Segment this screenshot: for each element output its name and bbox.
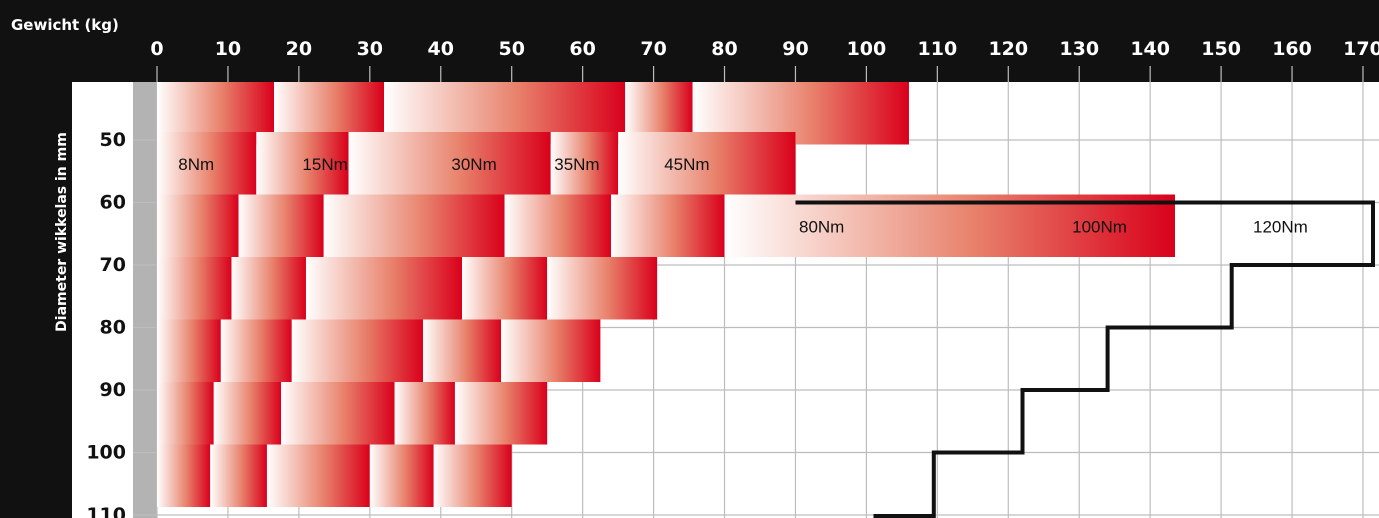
band-30nm-row-85 <box>291 319 424 382</box>
gray-gutter <box>133 82 157 518</box>
band-15nm-row-95 <box>213 382 282 445</box>
torque-bands <box>157 82 1175 507</box>
y-tick-label: 110 <box>86 504 126 518</box>
y-axis-ticks: 50 60 70 80 90 100 110 <box>86 129 126 518</box>
band-15nm-row-85 <box>220 319 292 382</box>
torque-label-120nm: 120Nm <box>1253 218 1308 237</box>
band-15nm-row-65 <box>238 194 324 257</box>
band-30nm-row-55 <box>348 132 551 195</box>
x-tick-label: 100 <box>847 38 887 60</box>
x-tick-label: 110 <box>918 38 958 60</box>
x-tick-label: 0 <box>150 38 163 60</box>
band-35nm-row-55 <box>550 132 619 195</box>
y-tick-label: 90 <box>100 379 126 401</box>
torque-labels: 8Nm 15Nm 30Nm 35Nm 45Nm 80Nm 100Nm 120Nm <box>178 155 1308 237</box>
x-tick-label: 160 <box>1272 38 1312 60</box>
x-tick-label: 70 <box>640 38 666 60</box>
y-tick-label: 100 <box>86 442 126 464</box>
x-tick-label: 130 <box>1059 38 1099 60</box>
band-45nm-row-55 <box>618 132 796 195</box>
x-tick-label: 10 <box>215 38 241 60</box>
band-45nm-row-65 <box>611 194 725 257</box>
y-tick-label: 70 <box>100 254 126 276</box>
band-8nm-row-95 <box>157 382 214 445</box>
torque-label-100nm: 100Nm <box>1072 218 1127 237</box>
torque-label-35nm: 35Nm <box>554 155 599 174</box>
x-tick-label: 60 <box>569 38 595 60</box>
outline-80-120nm <box>795 200 1375 518</box>
y-tick-label: 50 <box>100 129 126 151</box>
x-tick-label: 150 <box>1201 38 1241 60</box>
band-30nm-row-105 <box>266 444 370 507</box>
x-tick-label: 40 <box>428 38 454 60</box>
x-tick-label: 50 <box>498 38 524 60</box>
band-45nm-row-75 <box>547 257 658 320</box>
band-35nm-row-65 <box>504 194 612 257</box>
x-tick-label: 80 <box>711 38 737 60</box>
x-tick-label: 20 <box>286 38 312 60</box>
band-35nm-row-95 <box>394 382 455 445</box>
band-30nm-row-75 <box>305 257 463 320</box>
x-tick-label: 90 <box>782 38 808 60</box>
x-axis-ticks: 0 10 20 30 40 50 60 70 80 90 100 110 120 130 140 150 160… <box>150 38 1379 60</box>
band-15nm-row-55 <box>256 132 349 195</box>
y-tick-label: 80 <box>100 317 126 339</box>
band-45nm-row-95 <box>454 382 548 445</box>
band-35nm-row-75 <box>462 257 548 320</box>
band-8nm-row-85 <box>157 319 221 382</box>
torque-label-30nm: 30Nm <box>451 155 496 174</box>
band-30nm-row-95 <box>281 382 395 445</box>
band-35nm-row-105 <box>369 444 434 507</box>
y-axis-title: Diameter wikkelas in mm <box>54 132 70 332</box>
left-ticks-panel <box>72 82 133 518</box>
band-45nm-row-105 <box>433 444 512 507</box>
torque-label-80nm: 80Nm <box>799 218 844 237</box>
y-tick-label: 60 <box>100 192 126 214</box>
band-45nm-row-85 <box>501 319 601 382</box>
band-8nm-row-65 <box>157 194 239 257</box>
band-15nm-row-75 <box>231 257 306 320</box>
top-axis-bar <box>0 0 1379 82</box>
x-tick-label: 120 <box>988 38 1028 60</box>
band-100nm-row-65 <box>724 194 1175 257</box>
torque-label-8nm: 8Nm <box>178 155 214 174</box>
torque-label-45nm: 45Nm <box>664 155 709 174</box>
band-8nm-row-55 <box>157 132 257 195</box>
band-15nm-row-105 <box>210 444 267 507</box>
x-tick-label: 170 <box>1343 38 1379 60</box>
band-8nm-row-105 <box>157 444 211 507</box>
band-35nm-row-85 <box>423 319 502 382</box>
x-axis-title: Gewicht (kg) <box>11 16 119 34</box>
x-tick-label: 30 <box>357 38 383 60</box>
x-tick-label: 140 <box>1130 38 1170 60</box>
band-8nm-row-75 <box>157 257 232 320</box>
band-30nm-row-65 <box>323 194 505 257</box>
torque-label-15nm: 15Nm <box>302 155 347 174</box>
